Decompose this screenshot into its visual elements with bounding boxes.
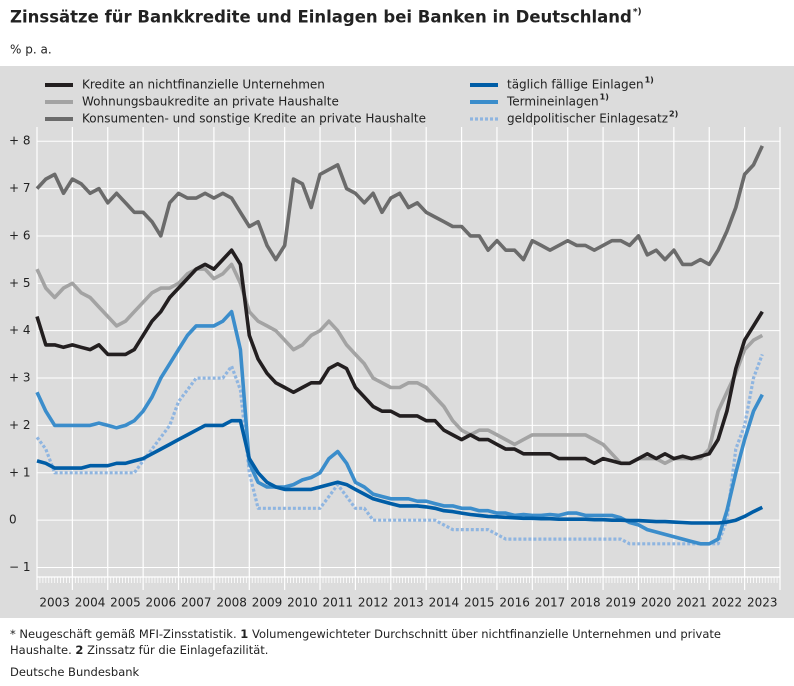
x-tick-label: 2015 [464, 596, 495, 610]
legend-label: Wohnungsbaukredite an private Haushalte [82, 95, 339, 109]
legend-label: Termineinlagen [506, 95, 599, 109]
footnotes: * Neugeschäft gemäß MFI-Zinsstatistik. 1… [10, 626, 786, 680]
y-tick-label: 0 [9, 513, 17, 527]
footnote-marker: 1 [240, 627, 249, 641]
legend-label: Konsumenten- und sonstige Kredite an pri… [82, 112, 426, 126]
y-unit: % p. a. [10, 43, 52, 57]
series-line [35, 353, 764, 546]
y-tick-label: + 8 [9, 134, 31, 148]
legend-note: 1) [645, 76, 654, 85]
legend-label: täglich fällige Einlagen [507, 78, 644, 92]
footnote-line: * Neugeschäft gemäß MFI-Zinsstatistik. 1… [10, 626, 786, 658]
y-tick-label: + 5 [9, 276, 31, 290]
y-tick-label: − 1 [9, 560, 31, 574]
x-tick-label: 2017 [535, 596, 566, 610]
y-tick-label: + 7 [9, 181, 31, 195]
x-tick-label: 2003 [39, 596, 70, 610]
x-tick-label: 2016 [499, 596, 530, 610]
x-tick-label: 2006 [146, 596, 177, 610]
x-tick-label: 2011 [322, 596, 353, 610]
chart: Zinssätze für Bankkredite und Einlagen b… [0, 8, 794, 618]
x-tick-label: 2007 [181, 596, 212, 610]
x-tick-label: 2014 [429, 596, 460, 610]
legend-note: 2) [669, 110, 678, 119]
footnote-marker: 2 [75, 643, 84, 657]
series-line [35, 309, 764, 546]
series-line [35, 145, 764, 267]
x-tick-label: 2019 [606, 596, 637, 610]
footnote: Zinssatz für die Einlagefazilität. [87, 643, 269, 657]
x-tick-label: 2018 [570, 596, 601, 610]
x-tick-label: 2023 [747, 596, 778, 610]
chart-title: Zinssätze für Bankkredite und Einlagen b… [10, 8, 632, 27]
y-tick-label: + 6 [9, 228, 31, 242]
source: Deutsche Bundesbank [10, 665, 140, 679]
x-tick-label: 2012 [358, 596, 389, 610]
x-tick-label: 2013 [393, 596, 424, 610]
legend-label: geldpolitischer Einlagesatz [507, 112, 668, 126]
x-tick-label: 2020 [641, 596, 672, 610]
series-line [36, 418, 764, 525]
y-tick-label: + 4 [9, 323, 31, 337]
y-tick-label: + 3 [9, 371, 31, 385]
series-line [35, 248, 764, 466]
legend-note: 1) [600, 93, 609, 102]
y-tick-label: + 2 [9, 418, 31, 432]
y-tick-label: + 1 [9, 465, 31, 479]
x-tick-label: 2022 [712, 596, 743, 610]
footnote: Volumengewichteter Durchschnitt über nic… [10, 627, 721, 657]
chart-background [0, 66, 794, 618]
footnote: * Neugeschäft gemäß MFI-Zinsstatistik. [10, 627, 237, 641]
x-tick-label: 2005 [110, 596, 141, 610]
x-tick-label: 2004 [75, 596, 106, 610]
legend-label: Kredite an nichtfinanzielle Unternehmen [82, 78, 325, 92]
title-note: *) [633, 8, 642, 18]
x-tick-label: 2008 [216, 596, 247, 610]
x-tick-label: 2021 [676, 596, 707, 610]
x-tick-label: 2010 [287, 596, 318, 610]
x-tick-label: 2009 [252, 596, 283, 610]
